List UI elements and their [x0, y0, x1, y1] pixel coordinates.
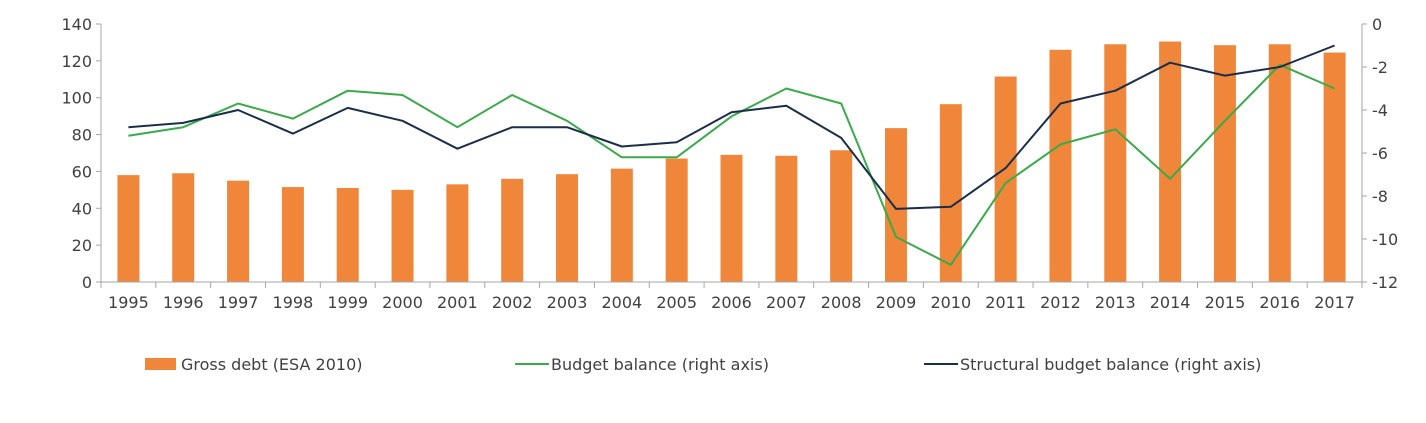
x-tick-label: 1997 — [218, 293, 259, 312]
legend-label: Gross debt (ESA 2010) — [181, 355, 362, 374]
x-tick-label: 2006 — [711, 293, 752, 312]
bar — [610, 168, 633, 282]
bar — [227, 180, 250, 282]
y-left-tick-label: 20 — [72, 236, 92, 255]
bar — [1323, 52, 1346, 282]
y-left-tick-label: 140 — [61, 15, 92, 34]
y-right-tick-label: 0 — [1372, 15, 1382, 34]
x-tick-label: 1995 — [108, 293, 149, 312]
x-tick-label: 2017 — [1314, 293, 1355, 312]
bar — [939, 104, 962, 283]
x-tick-label: 1999 — [327, 293, 368, 312]
bar — [336, 188, 359, 282]
bar — [281, 187, 304, 282]
y-right-tick-label: -10 — [1372, 230, 1398, 249]
x-tick-label: 2001 — [437, 293, 478, 312]
x-tick-label: 2016 — [1259, 293, 1300, 312]
x-tick-label: 2010 — [930, 293, 971, 312]
bar — [446, 184, 469, 282]
bar — [1213, 45, 1236, 282]
x-tick-label: 2005 — [656, 293, 697, 312]
y-right-tick-label: -6 — [1372, 144, 1388, 163]
bar — [556, 174, 579, 282]
legend-swatch-bar — [145, 358, 176, 370]
x-tick-label: 2014 — [1150, 293, 1191, 312]
legend-label: Structural budget balance (right axis) — [960, 355, 1261, 374]
bar — [1268, 44, 1291, 283]
bar-series — [117, 41, 1346, 283]
bar — [884, 128, 907, 282]
y-right-tick-label: -4 — [1372, 101, 1388, 120]
legend: Gross debt (ESA 2010) Budget balance (rig… — [145, 355, 1261, 374]
bar — [1104, 44, 1127, 283]
y-right-tick-label: -8 — [1372, 187, 1388, 206]
bar — [391, 189, 414, 282]
bar — [720, 154, 743, 282]
x-tick-label: 2012 — [1040, 293, 1081, 312]
y-right-tick-label: -2 — [1372, 58, 1388, 77]
x-tick-label: 2015 — [1205, 293, 1246, 312]
x-tick-label: 2007 — [766, 293, 807, 312]
bar — [1159, 41, 1182, 282]
y-left-tick-label: 100 — [61, 89, 92, 108]
y-right-tick-label: -12 — [1372, 273, 1398, 292]
x-tick-label: 2002 — [492, 293, 533, 312]
x-tick-label: 2004 — [601, 293, 642, 312]
line-series — [128, 44, 1335, 266]
bar — [1049, 49, 1072, 282]
y-left-tick-label: 0 — [82, 273, 92, 292]
bar — [172, 173, 195, 282]
bar — [665, 158, 688, 282]
x-tick-label: 2000 — [382, 293, 423, 312]
y-left-tick-label: 120 — [61, 52, 92, 71]
structural-budget-balance-line — [128, 44, 1335, 210]
y-left-tick-label: 60 — [72, 162, 92, 181]
bar — [830, 150, 853, 282]
x-tick-label: 2009 — [876, 293, 917, 312]
x-tick-label: 2013 — [1095, 293, 1136, 312]
x-tick-label: 1996 — [163, 293, 204, 312]
y-left-tick-label: 40 — [72, 199, 92, 218]
bar — [775, 155, 798, 282]
y-left-tick-label: 80 — [72, 126, 92, 145]
x-tick-label: 1998 — [273, 293, 314, 312]
axes: 0 20 40 60 80 100 120 140 -12 -10 -8 -6 -4 -2 0 1995 199… — [61, 15, 1398, 312]
legend-label: Budget balance (right axis) — [551, 355, 769, 374]
bar — [501, 178, 524, 282]
x-tick-label: 2011 — [985, 293, 1026, 312]
budget-balance-line — [128, 63, 1335, 266]
bar — [117, 175, 140, 282]
x-tick-label: 2008 — [821, 293, 862, 312]
bar — [994, 76, 1017, 283]
x-tick-label: 2003 — [547, 293, 588, 312]
